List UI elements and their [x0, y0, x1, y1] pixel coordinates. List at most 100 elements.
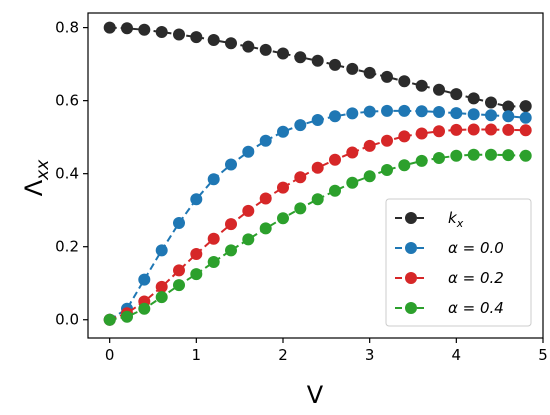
data-point-s2-21: [467, 123, 480, 136]
data-point-s0-6: [207, 34, 220, 46]
data-point-s3-19: [433, 152, 445, 164]
data-point-s3-18: [415, 154, 428, 167]
data-point-s1-5: [190, 193, 203, 206]
data-point-s2-5: [190, 248, 203, 260]
y-tick-label-0: 0.0: [55, 311, 79, 329]
data-point-s2-14: [346, 146, 359, 159]
data-point-s3-12: [311, 193, 324, 206]
data-point-s3-9: [259, 222, 272, 235]
data-point-s2-15: [363, 139, 376, 152]
data-point-s2-10: [277, 181, 289, 194]
data-point-s2-13: [329, 153, 341, 166]
data-point-s3-6: [207, 256, 220, 268]
data-point-s2-18: [415, 127, 428, 140]
y-tick-label-2: 0.4: [55, 165, 79, 183]
data-point-s3-23: [502, 149, 515, 162]
data-point-s2-19: [433, 125, 445, 138]
data-point-s0-1: [121, 22, 133, 35]
data-point-s0-20: [450, 88, 463, 101]
data-point-s3-17: [398, 159, 411, 172]
legend-marker-1: [405, 242, 417, 254]
data-point-s1-7: [225, 158, 237, 171]
data-point-s0-4: [173, 28, 185, 41]
data-point-s1-6: [207, 173, 220, 186]
data-point-s0-2: [138, 23, 151, 36]
x-tick-label-0: 0: [105, 346, 115, 364]
legend-label-1: α = 0.0: [448, 239, 504, 257]
x-axis-label: V: [307, 381, 324, 409]
data-point-s0-14: [346, 62, 359, 75]
data-point-s1-23: [502, 110, 515, 123]
data-point-s1-10: [277, 125, 289, 138]
legend-marker-3: [405, 302, 417, 314]
x-tick-label-3: 3: [365, 346, 375, 364]
data-point-s3-10: [277, 212, 289, 225]
data-point-s2-22: [485, 123, 497, 136]
data-point-s1-20: [450, 107, 463, 120]
data-point-s3-2: [138, 302, 151, 315]
data-point-s1-22: [485, 109, 497, 122]
data-point-s1-17: [398, 104, 411, 117]
data-point-s0-17: [398, 75, 411, 88]
data-point-s3-13: [329, 184, 341, 197]
legend-box: [385, 198, 532, 327]
data-point-s2-3: [155, 280, 168, 293]
data-point-s1-12: [311, 114, 324, 126]
data-point-s3-21: [467, 148, 480, 161]
data-point-s3-4: [173, 279, 185, 292]
data-point-s0-11: [294, 51, 307, 64]
series-layer: [103, 21, 532, 326]
data-point-s1-4: [173, 217, 185, 229]
data-point-s2-20: [450, 123, 463, 136]
data-point-s0-23: [502, 100, 515, 113]
data-point-s3-22: [485, 148, 497, 161]
data-point-s0-21: [467, 92, 480, 105]
data-point-s3-14: [346, 176, 359, 189]
y-axis-label: Λxx: [20, 159, 53, 196]
data-point-s3-8: [242, 233, 255, 246]
legend-label-2: α = 0.2: [448, 269, 504, 287]
data-point-s3-0: [103, 313, 116, 326]
data-point-s3-16: [381, 164, 393, 176]
data-point-s1-16: [381, 104, 393, 117]
legend-label-0: kx: [448, 209, 464, 230]
x-tick-label-5: 5: [538, 346, 548, 364]
data-point-s0-5: [190, 31, 203, 44]
data-point-s2-4: [173, 264, 185, 277]
data-point-s1-9: [259, 134, 272, 147]
data-point-s3-1: [121, 310, 133, 323]
y-tick-label-3: 0.6: [55, 92, 79, 110]
data-point-s2-7: [225, 218, 237, 231]
data-point-s0-3: [155, 26, 168, 38]
data-point-s2-12: [311, 161, 324, 174]
data-point-s2-17: [398, 130, 411, 143]
data-point-s1-8: [242, 145, 255, 158]
x-tick-label-2: 2: [278, 346, 288, 364]
data-point-s1-2: [138, 273, 151, 286]
data-point-s1-11: [294, 119, 307, 132]
data-point-s0-24: [519, 100, 532, 113]
data-point-s0-15: [363, 66, 376, 79]
legend-marker-2: [405, 272, 417, 284]
series-line-0: [109, 26, 526, 108]
data-point-s0-16: [381, 70, 393, 83]
ticks-layer: 0 1 2 3 4 5 0.0 0.2 0.4 0.6 0.8: [55, 19, 548, 364]
data-point-s0-13: [329, 58, 341, 71]
data-point-s1-3: [155, 244, 168, 257]
data-point-s2-24: [519, 124, 532, 137]
data-point-s1-13: [329, 110, 341, 123]
y-axis-label-sub: xx: [33, 159, 53, 181]
x-tick-label-4: 4: [452, 346, 462, 364]
data-point-s0-18: [415, 79, 428, 92]
data-point-s3-24: [519, 149, 532, 162]
data-point-s2-16: [381, 134, 393, 147]
data-point-s3-15: [363, 170, 376, 183]
data-point-s2-9: [259, 192, 272, 205]
data-point-s3-5: [190, 268, 203, 281]
data-point-s0-22: [485, 96, 497, 109]
data-point-s3-11: [294, 202, 307, 215]
data-point-s2-6: [207, 232, 220, 245]
data-point-s0-7: [225, 37, 237, 50]
data-point-s1-14: [346, 107, 359, 120]
y-axis-label-main: Λ: [20, 179, 48, 196]
